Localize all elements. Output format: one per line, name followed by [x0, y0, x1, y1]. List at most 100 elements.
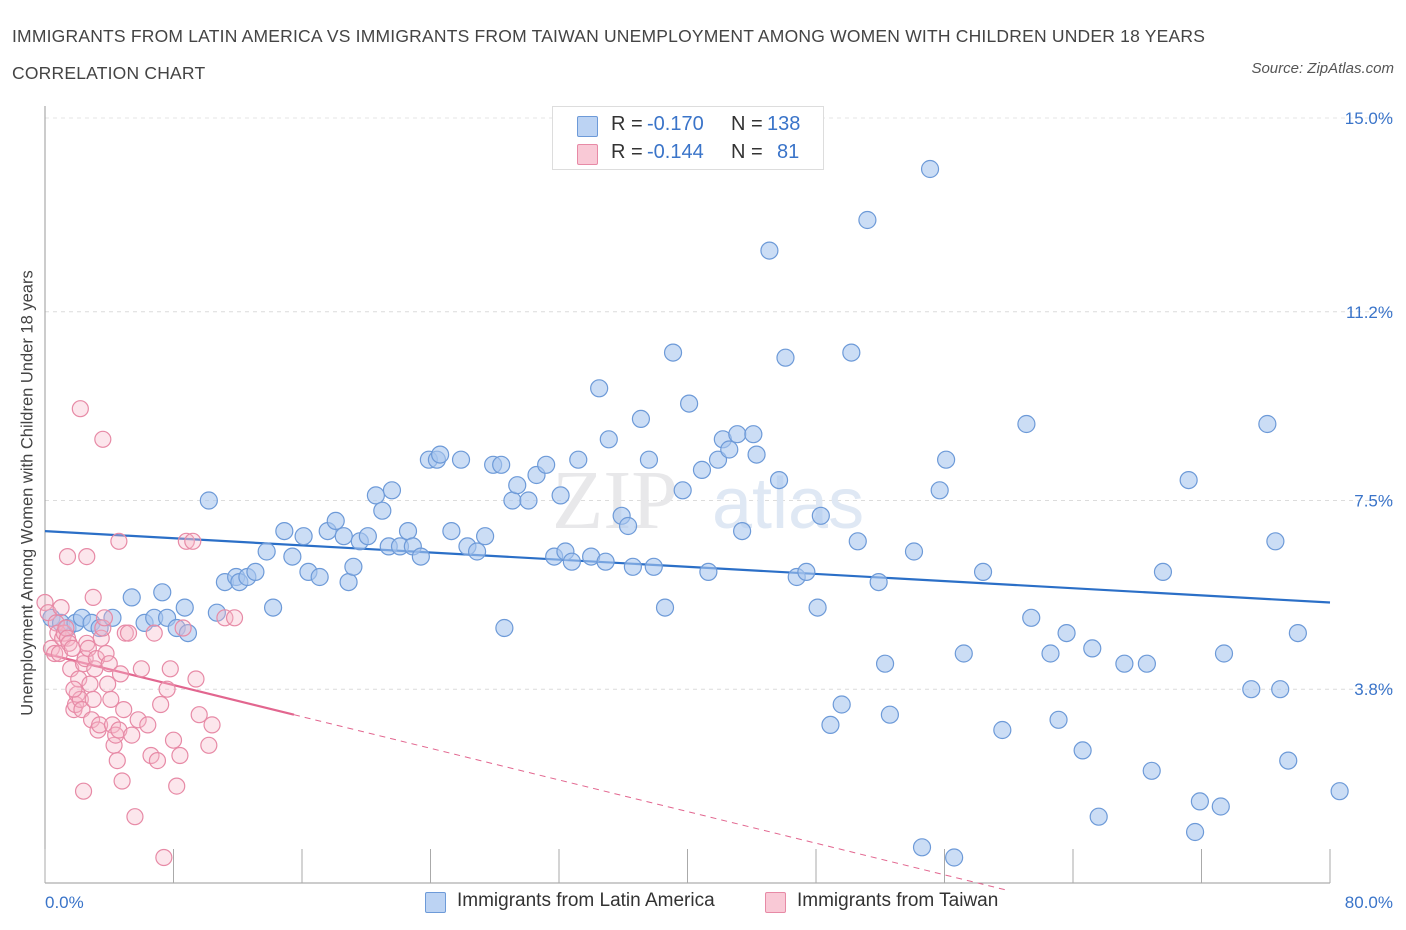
point-latin-america [842, 343, 861, 362]
point-taiwan [145, 624, 163, 642]
point-taiwan [52, 598, 70, 617]
point-latin-america [858, 210, 877, 230]
point-latin-america [673, 481, 692, 500]
point-taiwan [94, 430, 112, 448]
point-latin-america [199, 491, 218, 510]
trend-lines [44, 530, 1331, 892]
point-latin-america [339, 572, 358, 592]
point-latin-america [663, 343, 683, 362]
point-latin-america [708, 450, 728, 469]
point-latin-america [257, 542, 276, 561]
point-latin-america [1288, 623, 1307, 643]
point-latin-america [431, 445, 450, 464]
points-taiwan [36, 400, 244, 867]
chart-title: IMMIGRANTS FROM LATIN AMERICA VS IMMIGRA… [12, 26, 1206, 83]
point-taiwan [174, 619, 192, 637]
point-latin-america [1073, 741, 1092, 760]
point-taiwan [84, 588, 102, 607]
point-latin-america [358, 527, 377, 546]
point-latin-america [639, 450, 659, 469]
point-taiwan [110, 721, 128, 739]
stats-legend: R = -0.170 N = 138 R = -0.144 N = 81 [552, 106, 824, 170]
point-taiwan [158, 680, 176, 698]
point-taiwan [46, 644, 64, 663]
point-latin-america [569, 450, 588, 469]
point-latin-america [954, 644, 973, 663]
point-latin-america [1153, 562, 1173, 582]
point-latin-america [937, 450, 956, 469]
tick-labels: 3.8% 7.5% 11.2% 15.0% 0.0% 80.0% [45, 109, 1393, 912]
point-latin-america [631, 409, 651, 428]
point-latin-america [451, 450, 471, 469]
trend-line-taiwan [44, 652, 295, 716]
point-latin-america [175, 598, 194, 617]
point-taiwan [187, 670, 205, 688]
point-latin-america [720, 440, 739, 459]
point-taiwan [65, 680, 83, 698]
legend-n-label: N = [731, 113, 763, 135]
point-latin-america [366, 486, 385, 505]
legend-n-value-2: 81 [777, 141, 800, 163]
point-latin-america [122, 588, 141, 607]
point-latin-america [178, 623, 198, 643]
point-taiwan [58, 547, 77, 566]
point-latin-america [467, 542, 487, 561]
point-latin-america [326, 511, 345, 531]
source-label: Source: ZipAtlas.com [1251, 60, 1394, 77]
point-taiwan [70, 670, 88, 688]
point-latin-america [1083, 639, 1102, 658]
point-latin-america [869, 572, 888, 592]
trend-line-latin-america [44, 530, 1331, 604]
point-latin-america [920, 159, 940, 179]
point-latin-america [1022, 608, 1041, 627]
point-taiwan [110, 532, 128, 550]
point-latin-america [848, 532, 867, 551]
point-taiwan [152, 695, 170, 714]
point-taiwan [171, 746, 189, 765]
point-latin-america [993, 720, 1012, 740]
legend-r-value-1: -0.170 [647, 113, 704, 135]
point-latin-america [1115, 654, 1134, 673]
point-taiwan [177, 532, 195, 550]
points-latin-america [42, 159, 1349, 867]
point-latin-america [1049, 710, 1068, 729]
point-latin-america [153, 583, 172, 602]
point-taiwan [81, 675, 99, 693]
point-latin-america [821, 715, 840, 735]
point-taiwan [148, 751, 167, 770]
point-taiwan [115, 700, 133, 719]
point-latin-america [776, 348, 795, 367]
point-latin-america [733, 521, 752, 541]
point-latin-america [537, 455, 556, 474]
point-latin-america [1266, 532, 1285, 551]
point-latin-america [655, 598, 675, 617]
point-taiwan [132, 660, 150, 678]
legend-n-value-1: 138 [767, 113, 801, 135]
point-latin-america [411, 547, 430, 566]
y-tick-label: 3.8% [1354, 680, 1393, 699]
point-latin-america [476, 527, 495, 546]
point-taiwan [74, 782, 93, 800]
point-taiwan [91, 716, 109, 734]
trend-line-taiwan-extension [293, 714, 1009, 892]
bottom-legend-swatch-blue [425, 892, 446, 913]
point-latin-america [618, 516, 638, 536]
point-latin-america [442, 521, 461, 541]
point-latin-america [1057, 623, 1076, 643]
point-latin-america [334, 527, 353, 546]
point-latin-america [1142, 761, 1161, 780]
point-taiwan [164, 731, 183, 749]
gridlines [45, 117, 1393, 690]
point-latin-america [382, 481, 402, 500]
point-taiwan [203, 716, 221, 734]
point-latin-america [562, 552, 581, 571]
point-taiwan [108, 751, 126, 770]
point-latin-america [832, 695, 851, 714]
point-latin-america [1089, 807, 1108, 826]
point-latin-america [207, 603, 226, 622]
point-taiwan [129, 711, 147, 729]
point-latin-america [503, 491, 522, 510]
point-latin-america [623, 557, 642, 576]
point-latin-america [1179, 471, 1198, 490]
point-taiwan [111, 665, 130, 683]
